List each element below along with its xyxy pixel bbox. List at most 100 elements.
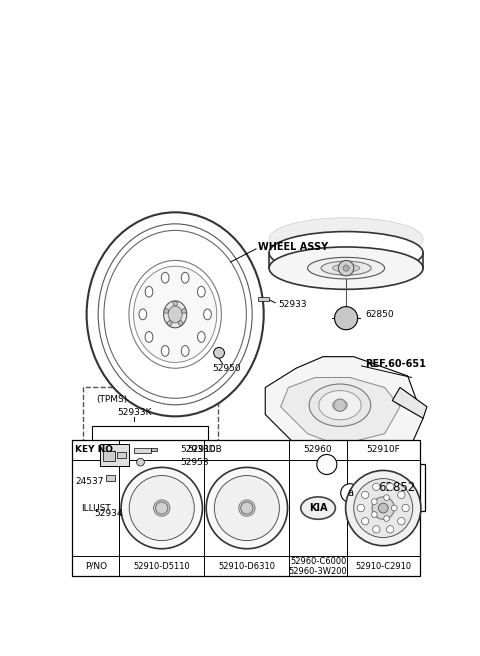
- Text: 24537: 24537: [75, 477, 104, 486]
- Ellipse shape: [86, 213, 264, 417]
- Ellipse shape: [215, 476, 279, 541]
- Circle shape: [241, 502, 253, 514]
- Text: 52953: 52953: [180, 458, 209, 466]
- Ellipse shape: [204, 309, 211, 319]
- Circle shape: [156, 502, 168, 514]
- Bar: [117, 452, 126, 459]
- Ellipse shape: [129, 260, 221, 368]
- Text: 52960-C6000
52960-3W200: 52960-C6000 52960-3W200: [288, 557, 348, 576]
- Ellipse shape: [121, 468, 203, 548]
- Polygon shape: [392, 388, 427, 419]
- Circle shape: [384, 516, 389, 522]
- Ellipse shape: [104, 230, 246, 398]
- Circle shape: [397, 518, 405, 525]
- Circle shape: [168, 321, 172, 325]
- Ellipse shape: [161, 272, 169, 283]
- Circle shape: [338, 260, 354, 276]
- Ellipse shape: [333, 264, 360, 272]
- Bar: [337, 464, 425, 510]
- Ellipse shape: [197, 286, 205, 297]
- Text: 52910F: 52910F: [366, 445, 400, 454]
- Bar: [131, 499, 150, 508]
- Circle shape: [386, 483, 394, 491]
- Text: 52933D: 52933D: [180, 445, 216, 455]
- Text: 62852: 62852: [378, 481, 416, 494]
- Circle shape: [317, 455, 337, 474]
- Text: REF.60-651: REF.60-651: [365, 359, 426, 369]
- Text: 62850: 62850: [365, 310, 394, 319]
- Text: a: a: [324, 459, 330, 470]
- Circle shape: [335, 306, 358, 330]
- Bar: [92, 426, 207, 495]
- Circle shape: [372, 525, 380, 533]
- Ellipse shape: [354, 479, 413, 537]
- Ellipse shape: [346, 470, 421, 546]
- Text: 52910-C2910: 52910-C2910: [355, 562, 411, 571]
- Text: 52910-D5110: 52910-D5110: [133, 562, 190, 571]
- Text: 52910-D6310: 52910-D6310: [218, 562, 276, 571]
- Ellipse shape: [181, 346, 189, 356]
- Ellipse shape: [154, 500, 170, 516]
- Text: 52950: 52950: [213, 363, 241, 373]
- Text: WHEEL ASSY: WHEEL ASSY: [258, 241, 328, 252]
- Ellipse shape: [309, 384, 371, 426]
- Circle shape: [402, 504, 409, 512]
- Ellipse shape: [161, 346, 169, 356]
- Ellipse shape: [145, 286, 153, 297]
- Ellipse shape: [133, 266, 217, 363]
- Ellipse shape: [98, 224, 252, 405]
- Ellipse shape: [197, 331, 205, 342]
- Polygon shape: [265, 357, 423, 464]
- Ellipse shape: [181, 272, 189, 283]
- Text: 52910B: 52910B: [187, 445, 222, 454]
- Circle shape: [181, 309, 186, 314]
- Ellipse shape: [269, 218, 423, 260]
- Bar: [258, 297, 269, 301]
- Ellipse shape: [319, 390, 361, 420]
- Text: KEY NO.: KEY NO.: [75, 445, 116, 454]
- Ellipse shape: [301, 497, 336, 520]
- Circle shape: [357, 504, 364, 512]
- Text: 52934: 52934: [94, 508, 123, 518]
- Text: 52960: 52960: [304, 445, 333, 454]
- Circle shape: [214, 348, 225, 358]
- Bar: [72, 440, 420, 576]
- Text: 52933K: 52933K: [117, 407, 152, 417]
- Text: a: a: [347, 488, 353, 498]
- Circle shape: [391, 505, 397, 511]
- Circle shape: [137, 459, 144, 466]
- Ellipse shape: [269, 247, 423, 289]
- Polygon shape: [360, 486, 391, 503]
- Ellipse shape: [332, 400, 348, 411]
- Text: KIA: KIA: [309, 503, 327, 513]
- Ellipse shape: [129, 476, 194, 541]
- Ellipse shape: [372, 497, 395, 520]
- Text: ILLUST: ILLUST: [81, 504, 110, 512]
- Bar: [100, 445, 129, 466]
- Text: 52933: 52933: [278, 300, 307, 309]
- Circle shape: [361, 491, 369, 499]
- Circle shape: [164, 309, 168, 314]
- Circle shape: [397, 491, 405, 499]
- Ellipse shape: [321, 261, 371, 275]
- Circle shape: [372, 499, 377, 504]
- Circle shape: [343, 265, 349, 271]
- Circle shape: [334, 399, 346, 411]
- Text: (TPMS): (TPMS): [96, 395, 128, 404]
- Circle shape: [361, 518, 369, 525]
- Circle shape: [173, 301, 178, 306]
- Ellipse shape: [145, 331, 153, 342]
- Ellipse shape: [269, 232, 423, 274]
- Ellipse shape: [239, 500, 255, 516]
- Bar: [103, 451, 115, 461]
- Ellipse shape: [164, 301, 187, 328]
- Circle shape: [384, 495, 389, 501]
- Ellipse shape: [206, 468, 288, 548]
- Bar: [106, 475, 115, 482]
- Bar: [83, 388, 217, 522]
- Circle shape: [372, 483, 380, 491]
- Bar: [151, 448, 157, 451]
- Circle shape: [372, 512, 377, 518]
- Ellipse shape: [139, 309, 147, 319]
- Ellipse shape: [168, 306, 182, 323]
